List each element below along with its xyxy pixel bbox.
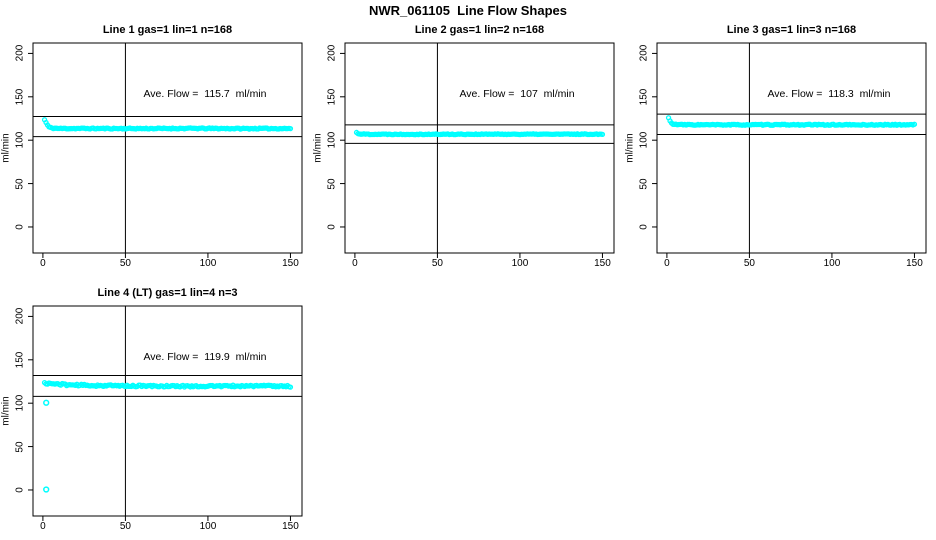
subplot-line-4: Line 4 (LT) gas=1 lin=4 n=3 ml/min Ave. … — [1, 287, 303, 532]
y-tick-label: 100 — [14, 394, 26, 412]
y-tick-label: 50 — [326, 178, 338, 190]
y-tick-label: 200 — [14, 308, 26, 325]
y-axis-label: ml/min — [0, 133, 12, 163]
subplot-line-3: Line 3 gas=1 lin=3 n=168 ml/min Ave. Flo… — [625, 24, 927, 269]
plot-area — [652, 42, 927, 258]
y-axis-label: ml/min — [624, 133, 636, 163]
ave-flow-annotation: Ave. Flow = 119.9 ml/min — [143, 351, 267, 363]
plot-area — [28, 305, 303, 521]
x-tick-label: 50 — [119, 521, 131, 532]
x-tick-label: 50 — [431, 258, 443, 269]
y-tick-label: 150 — [326, 88, 338, 106]
ave-flow-annotation: Ave. Flow = 118.3 ml/min — [767, 88, 891, 100]
x-tick-label: 150 — [282, 521, 299, 532]
x-tick-label: 150 — [594, 258, 611, 269]
ave-flow-annotation: Ave. Flow = 115.7 ml/min — [143, 88, 267, 100]
subplot-title: Line 1 gas=1 lin=1 n=168 — [102, 24, 233, 36]
y-tick-label: 150 — [14, 351, 26, 369]
y-tick-label: 200 — [638, 45, 650, 62]
x-tick-label: 100 — [199, 258, 217, 269]
plot-box — [32, 42, 303, 254]
x-tick-label: 150 — [906, 258, 923, 269]
y-axis-label: ml/min — [312, 133, 324, 163]
subplot-line-1: Line 1 gas=1 lin=1 n=168 ml/min Ave. Flo… — [1, 24, 303, 269]
y-tick-label: 50 — [14, 441, 26, 453]
x-tick-label: 50 — [119, 258, 131, 269]
y-tick-label: 100 — [14, 131, 26, 149]
y-tick-label: 0 — [326, 224, 338, 230]
flow-data-point — [287, 384, 294, 390]
figure-title: NWR_061105 Line Flow Shapes — [369, 3, 567, 18]
x-tick-label: 50 — [743, 258, 755, 269]
y-tick-label: 200 — [326, 45, 338, 62]
y-tick-label: 100 — [326, 131, 338, 149]
outlier-data-point — [43, 486, 50, 493]
x-tick-label: 100 — [823, 258, 841, 269]
subplot-title: Line 4 (LT) gas=1 lin=4 n=3 — [97, 287, 238, 299]
x-tick-label: 0 — [40, 521, 46, 532]
x-tick-label: 0 — [352, 258, 358, 269]
y-tick-label: 200 — [14, 45, 26, 62]
plot-area — [28, 42, 303, 258]
flow-data-point — [287, 125, 294, 132]
x-tick-label: 0 — [664, 258, 670, 269]
flow-data-point — [911, 121, 918, 127]
subplot-line-2: Line 2 gas=1 lin=2 n=168 ml/min Ave. Flo… — [313, 24, 615, 269]
outlier-data-point — [43, 399, 50, 406]
subplot-title: Line 3 gas=1 lin=3 n=168 — [726, 24, 857, 36]
plot-box — [344, 42, 615, 254]
y-tick-label: 150 — [14, 88, 26, 106]
plot-box — [32, 305, 303, 517]
x-tick-label: 100 — [199, 521, 217, 532]
flow-data-point — [599, 131, 606, 137]
y-tick-label: 150 — [638, 88, 650, 106]
y-tick-label: 0 — [14, 224, 26, 230]
x-tick-label: 150 — [282, 258, 299, 269]
plot-box — [656, 42, 927, 254]
y-tick-label: 50 — [14, 178, 26, 190]
ave-flow-annotation: Ave. Flow = 107 ml/min — [459, 88, 575, 100]
y-tick-label: 0 — [14, 487, 26, 493]
plot-area — [340, 42, 615, 258]
y-tick-label: 100 — [638, 131, 650, 149]
x-tick-label: 100 — [511, 258, 529, 269]
subplot-title: Line 2 gas=1 lin=2 n=168 — [414, 24, 545, 36]
y-axis-label: ml/min — [0, 396, 12, 426]
y-tick-label: 0 — [638, 224, 650, 230]
x-tick-label: 0 — [40, 258, 46, 269]
y-tick-label: 50 — [638, 178, 650, 190]
